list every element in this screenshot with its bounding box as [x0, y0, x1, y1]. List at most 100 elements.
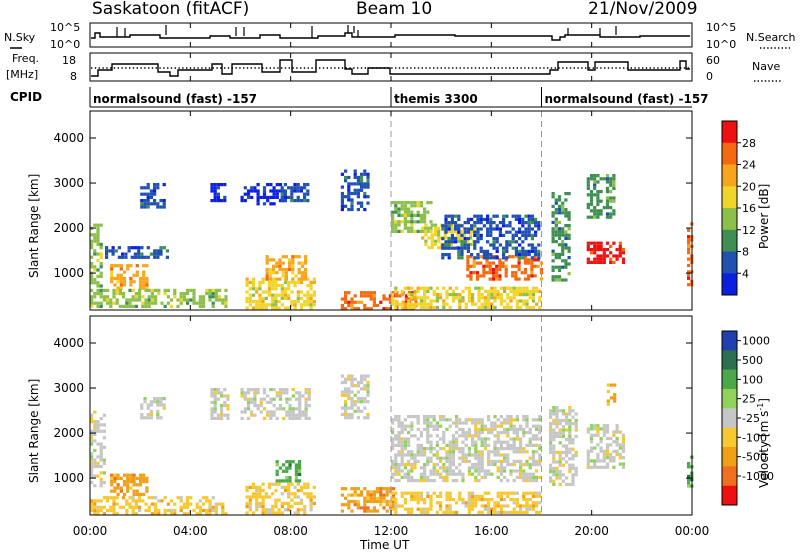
scatter-cell — [435, 299, 439, 303]
scatter-cell — [441, 253, 445, 257]
scatter-cell — [489, 233, 493, 237]
scatter-cell — [224, 298, 228, 302]
scatter-cell — [469, 271, 473, 275]
scatter-cell — [272, 258, 276, 262]
scatter-cell — [512, 424, 516, 428]
scatter-cell — [551, 259, 555, 263]
scatter-cell — [599, 449, 603, 453]
scatter-cell — [407, 226, 411, 230]
scatter-cell — [140, 406, 144, 410]
scatter-cell — [437, 246, 441, 250]
scatter-cell — [508, 230, 512, 234]
scatter-cell — [356, 384, 360, 388]
scatter-cell — [294, 469, 298, 473]
scatter-cell — [596, 190, 600, 194]
scatter-cell — [423, 472, 427, 476]
scatter-cell — [281, 255, 285, 259]
scatter-cell — [129, 276, 133, 281]
scatter-cell — [432, 479, 436, 483]
scatter-cell — [285, 460, 289, 464]
scatter-cell — [687, 263, 691, 268]
scatter-cell — [290, 192, 294, 196]
scatter-cell — [483, 424, 487, 428]
scatter-cell — [514, 217, 518, 221]
scatter-cell — [487, 415, 491, 419]
scatter-cell — [561, 246, 565, 250]
scatter-cell — [490, 302, 494, 306]
scatter-cell — [267, 485, 272, 489]
scatter-cell — [429, 415, 433, 419]
scatter-cell — [477, 431, 481, 435]
scatter-cell — [515, 504, 519, 508]
range-tick-label: 1000 — [53, 471, 84, 485]
scatter-cell — [477, 510, 481, 514]
scatter-cell — [473, 240, 477, 244]
scatter-cell — [609, 212, 613, 216]
scatter-cell — [512, 459, 516, 463]
scatter-cell — [466, 264, 470, 268]
scatter-cell — [499, 498, 503, 502]
scatter-cell — [312, 277, 316, 281]
scatter-cell — [605, 462, 610, 466]
scatter-cell — [458, 472, 462, 476]
scatter-cell — [557, 220, 562, 224]
scatter-cell — [491, 271, 496, 275]
colorbar-swatch — [722, 331, 737, 351]
scatter-cell — [430, 239, 434, 243]
scatter-cell — [477, 299, 481, 303]
scatter-cell — [424, 242, 428, 246]
scatter-cell — [391, 475, 395, 479]
scatter-cell — [350, 416, 354, 420]
scatter-cell — [350, 487, 354, 491]
scatter-cell — [410, 286, 414, 290]
scatter-cell — [439, 507, 443, 511]
scatter-cell — [303, 183, 307, 187]
scatter-cell — [555, 470, 559, 474]
scatter-cell — [147, 508, 151, 513]
scatter-cell — [202, 295, 206, 299]
scatter-cell — [115, 292, 119, 296]
scatter-cell — [138, 480, 143, 484]
scatter-cell — [115, 298, 119, 302]
scatter-cell — [424, 239, 428, 243]
scatter-cell — [340, 503, 344, 507]
scatter-cell — [344, 380, 348, 385]
scatter-cell — [477, 463, 481, 467]
scatter-cell — [388, 487, 392, 491]
scatter-cell — [394, 501, 398, 505]
scatter-cell — [264, 492, 268, 496]
scatter-cell — [413, 415, 417, 419]
scatter-cell — [416, 229, 420, 233]
scatter-cell — [211, 508, 215, 513]
scatter-cell — [499, 507, 503, 511]
scatter-cell — [424, 233, 428, 237]
scatter-cell — [293, 186, 297, 190]
scatter-cell — [514, 253, 518, 257]
scatter-cell — [153, 249, 157, 253]
scatter-cell — [385, 509, 389, 513]
scatter-cell — [423, 510, 427, 514]
cpid-segment-label: normalsound (fast) -157 — [545, 92, 709, 106]
scatter-cell — [528, 507, 532, 511]
scatter-cell — [170, 304, 174, 308]
scatter-cell — [467, 296, 471, 300]
scatter-cell — [126, 483, 130, 487]
scatter-cell — [621, 257, 626, 261]
scatter-cell — [474, 434, 478, 438]
scatter-cell — [137, 255, 141, 259]
scatter-cell — [525, 479, 529, 483]
scatter-cell — [485, 261, 489, 265]
scatter-cell — [264, 296, 268, 300]
scatter-cell — [394, 504, 398, 508]
scatter-cell — [463, 240, 467, 244]
scatter-cell — [605, 452, 610, 457]
colorbar-tick-label: 24 — [742, 159, 756, 172]
scatter-cell — [347, 387, 351, 391]
scatter-cell — [525, 498, 529, 502]
scatter-cell — [306, 199, 310, 203]
scatter-cell — [445, 459, 449, 463]
scatter-cell — [96, 426, 100, 430]
scatter-cell — [480, 424, 484, 428]
scatter-cell — [486, 217, 490, 221]
scatter-cell — [99, 508, 103, 513]
